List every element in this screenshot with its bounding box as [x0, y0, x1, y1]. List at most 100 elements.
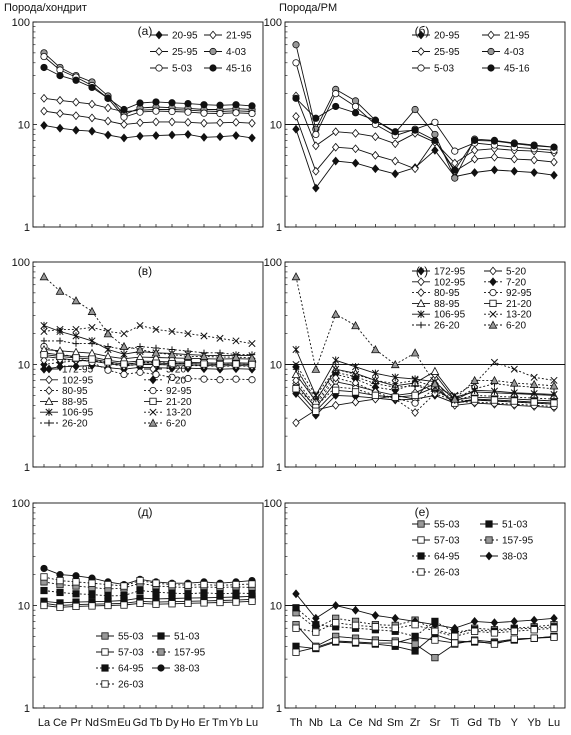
- data-point: [168, 373, 176, 381]
- data-point: [351, 388, 360, 396]
- data-point: [410, 348, 420, 357]
- data-point: [351, 109, 360, 117]
- y-tick-label: 100: [264, 17, 282, 29]
- data-point: [232, 589, 240, 597]
- data-point: [136, 576, 144, 585]
- data-point: [411, 391, 419, 399]
- legend-entry: 88-95: [434, 299, 460, 310]
- data-point: [216, 334, 224, 342]
- data-point: [471, 385, 478, 392]
- data-point: [431, 118, 439, 126]
- legend-entry: 21-95: [504, 31, 530, 42]
- data-point: [184, 117, 192, 127]
- data-point: [152, 370, 160, 379]
- data-point: [232, 337, 240, 345]
- series-line: [43, 325, 253, 345]
- data-point: [56, 603, 64, 611]
- right-y-axis-label: Порода/PM: [279, 2, 337, 14]
- data-point: [248, 118, 256, 128]
- legend: 55-03 51-03 57-03 157-95 64-95 38-03 26-03: [96, 632, 206, 691]
- data-point: [72, 325, 80, 333]
- data-point: [331, 601, 340, 610]
- data-point: [104, 366, 112, 374]
- data-point: [248, 580, 256, 588]
- data-point: [530, 168, 538, 177]
- data-point: [471, 136, 479, 144]
- data-point: [56, 95, 64, 105]
- data-point: [470, 168, 479, 177]
- data-point: [550, 613, 558, 623]
- data-point: [184, 330, 192, 338]
- data-point: [292, 589, 300, 599]
- data-point: [351, 397, 360, 407]
- data-point: [216, 598, 224, 607]
- legend-entry: 25-95: [172, 47, 198, 58]
- data-point: [216, 376, 224, 384]
- panel-e: 1 10 100 La Ce Pr Nd Sm Eu Gd Tb Dy Ho Er Tm Yb Lu (д) 55-…: [12, 498, 264, 729]
- y-tick-label: 10: [18, 601, 30, 613]
- legend-marker: [149, 397, 157, 406]
- data-point: [56, 362, 64, 372]
- data-point: [248, 360, 256, 369]
- legend-entry: 92-95: [506, 288, 532, 299]
- data-point: [292, 41, 300, 49]
- legend-entry: 21-20: [166, 397, 192, 408]
- data-point: [390, 359, 400, 369]
- legend-marker: [416, 298, 426, 308]
- data-point: [351, 320, 360, 330]
- legend-entry: 45-16: [504, 64, 530, 75]
- data-point: [232, 375, 240, 383]
- legend-entry: 7-20: [166, 375, 186, 386]
- data-point: [292, 360, 300, 369]
- series-57-03: [40, 597, 256, 611]
- data-point: [56, 588, 64, 597]
- legend-marker: [417, 277, 425, 287]
- data-point: [168, 327, 176, 336]
- data-point: [103, 329, 113, 338]
- data-point: [549, 381, 559, 390]
- legend-marker: [148, 418, 158, 427]
- data-point: [530, 615, 538, 625]
- legend-entry: 88-95: [62, 397, 88, 408]
- legend-marker: [101, 664, 109, 672]
- data-point: [200, 360, 208, 368]
- data-point: [216, 109, 224, 118]
- data-point: [200, 589, 208, 597]
- data-point: [56, 337, 64, 345]
- data-point: [509, 378, 519, 387]
- data-point: [104, 116, 112, 126]
- legend-marker: [489, 266, 497, 276]
- data-point: [248, 102, 256, 110]
- data-point: [216, 590, 224, 598]
- series-25-95: [292, 91, 558, 168]
- legend-marker: [149, 386, 157, 395]
- data-point: [199, 351, 209, 360]
- legend-entry: 51-03: [502, 520, 528, 531]
- legend-marker: [487, 47, 495, 56]
- x-tick-label: La: [38, 717, 51, 729]
- series-line: [295, 366, 555, 404]
- x-tick-label: Nd: [85, 717, 99, 729]
- legend: 172-95 5-20 102-95 7-20 80-95 92-95 88-95 21-20…: [412, 267, 532, 332]
- data-point: [136, 359, 144, 367]
- data-point: [490, 629, 499, 637]
- data-point: [292, 385, 300, 393]
- data-point: [104, 580, 112, 589]
- data-point: [411, 382, 419, 389]
- data-point: [431, 636, 439, 644]
- legend-marker: [487, 30, 495, 40]
- data-point: [351, 144, 360, 154]
- data-point: [331, 373, 340, 383]
- data-point: [411, 399, 419, 407]
- legend-entry: 21-20: [506, 299, 532, 310]
- data-point: [120, 133, 128, 143]
- panel-c: 1 10 100 (в) 172-95 5-20 102-95 7-20 80-95 92-95 8…: [12, 257, 264, 474]
- legend-marker: [101, 680, 109, 688]
- data-point: [72, 97, 80, 107]
- data-point: [292, 124, 300, 134]
- legend-entry: 57-03: [118, 648, 144, 659]
- data-point: [332, 637, 340, 645]
- legend-entry: 51-03: [174, 632, 200, 643]
- data-point: [168, 600, 176, 608]
- x-tick-label: Sm: [100, 717, 117, 729]
